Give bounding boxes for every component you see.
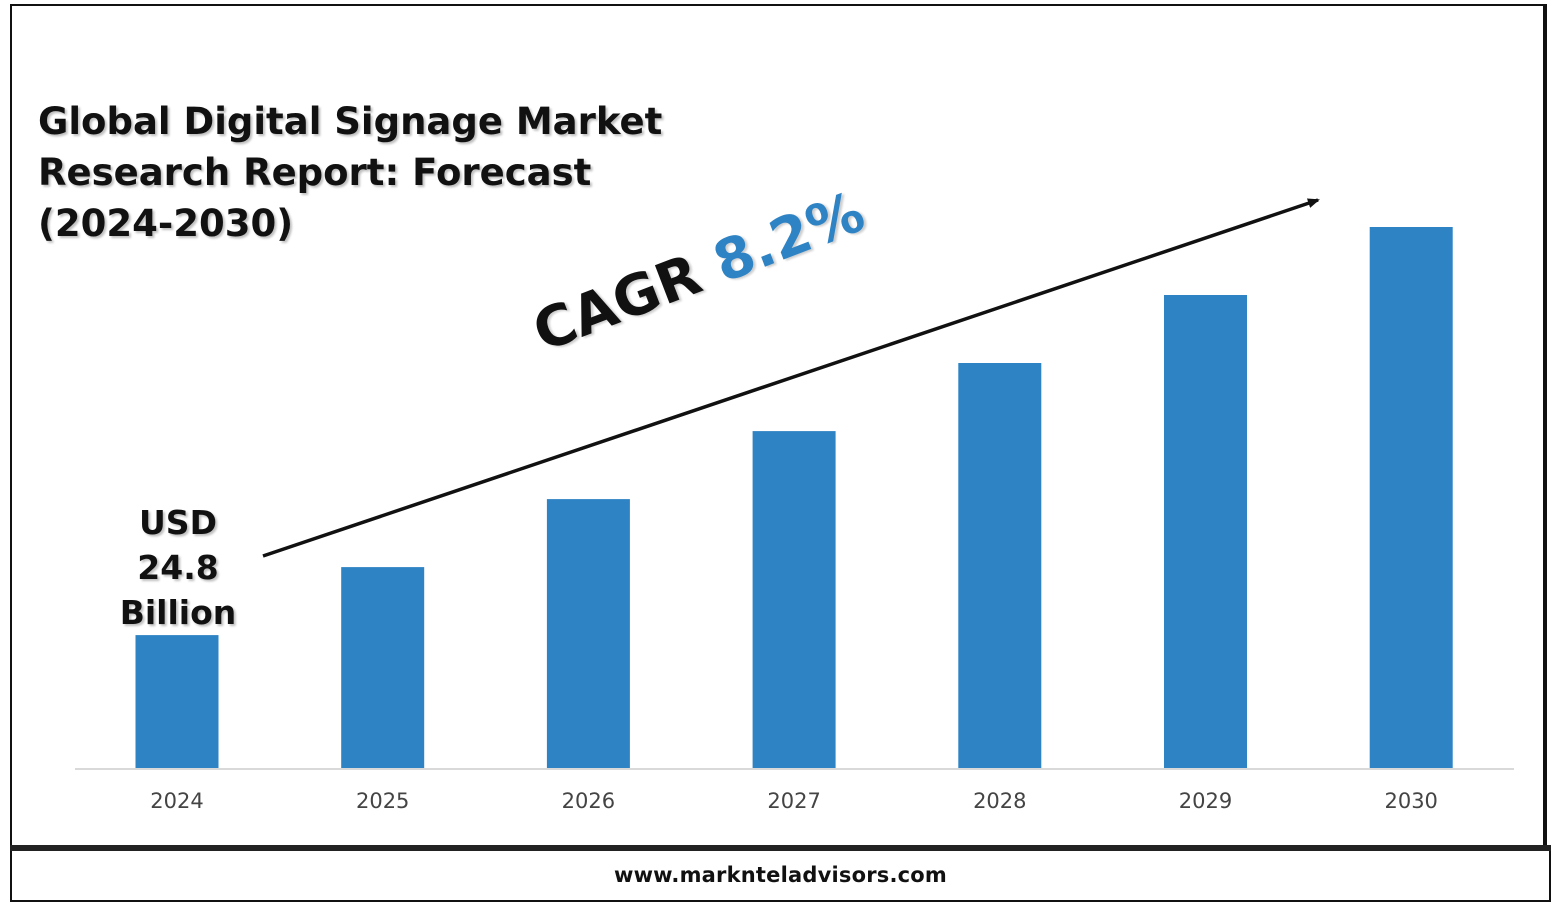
bar-2027	[752, 431, 836, 769]
start-value-currency: USD	[139, 503, 217, 542]
x-tick-label-2026: 2026	[562, 789, 615, 813]
footer-divider	[10, 845, 1551, 851]
cagr-trend-arrow	[262, 198, 1320, 558]
x-tick-labels-group: 2024 2025 2026 2027 2028 2029 2030	[150, 789, 1438, 813]
start-value-annotation: USD 24.8 Billion	[118, 500, 238, 635]
footer: www.marknteladvisors.com	[10, 851, 1551, 902]
x-tick-label-2024: 2024	[150, 789, 203, 813]
bar-2026	[546, 499, 630, 769]
website-link[interactable]: www.marknteladvisors.com	[613, 863, 948, 887]
chart-title-line-3: (2024-2030)	[38, 202, 294, 245]
x-tick-label-2025: 2025	[356, 789, 409, 813]
x-tick-label-2029: 2029	[1179, 789, 1232, 813]
chart-title-line-2: Research Report: Forecast	[38, 151, 592, 194]
start-value-unit: Billion	[119, 593, 237, 632]
bar-2024	[135, 635, 219, 769]
bar-2028	[958, 363, 1042, 769]
bar-2029	[1164, 295, 1247, 769]
x-tick-label-2027: 2027	[767, 789, 820, 813]
bars-group	[135, 227, 1453, 769]
x-tick-label-2028: 2028	[973, 789, 1026, 813]
chart-title: Global Digital Signage Market Research R…	[38, 96, 663, 249]
chart-title-line-1: Global Digital Signage Market	[38, 100, 663, 143]
bar-2030	[1369, 227, 1453, 769]
start-value-number: 24.8	[137, 548, 219, 587]
x-tick-label-2030: 2030	[1384, 789, 1437, 813]
bar-2025	[341, 567, 425, 769]
